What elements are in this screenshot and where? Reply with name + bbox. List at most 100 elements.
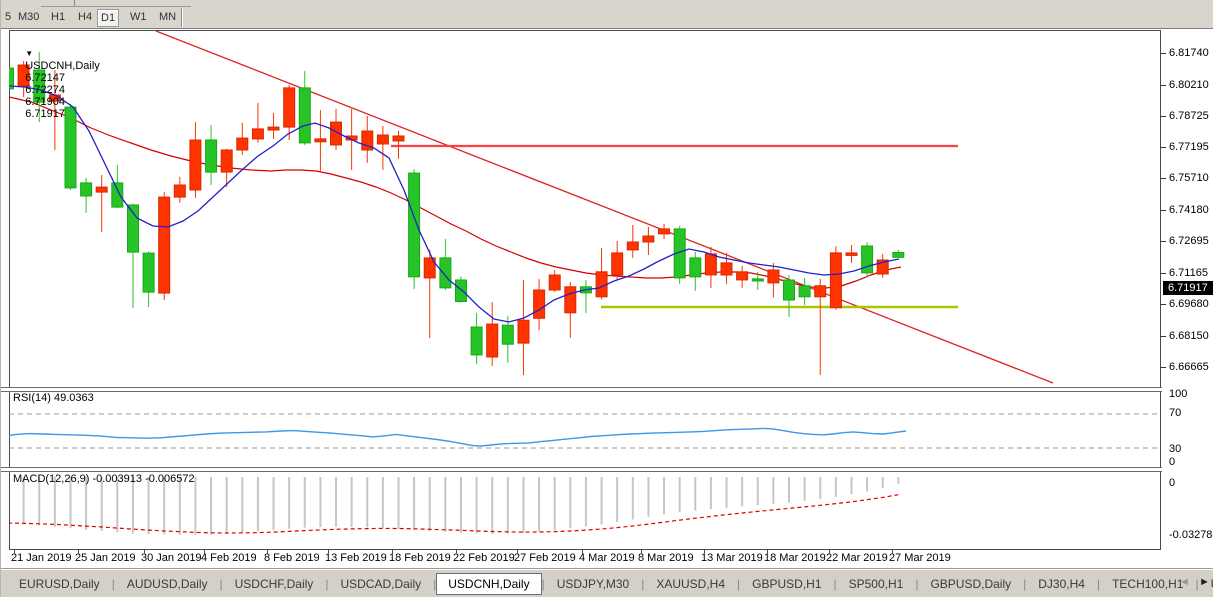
- tab-divider: |: [111, 576, 115, 591]
- tab-divider: |: [541, 576, 545, 591]
- timeframe-button-m30[interactable]: M30: [18, 11, 40, 23]
- candle: [876, 253, 889, 278]
- axis-tick: [1161, 272, 1166, 274]
- timeframe-button-mn[interactable]: MN: [159, 11, 177, 23]
- date-axis: 21 Jan 2019 25 Jan 2019 30 Jan 2019 4 Feb 2…: [1, 550, 1213, 568]
- chart-tab-usdcnh-daily[interactable]: USDCNH,Daily: [436, 572, 542, 595]
- candle: [798, 277, 811, 305]
- macd-signal-line: [9, 494, 899, 534]
- date-axis-label: 25 Jan 2019: [75, 552, 136, 564]
- date-axis-label: 22 Mar 2019: [826, 552, 888, 564]
- tab-divider: |: [915, 576, 919, 591]
- date-axis-label: 30 Jan 2019: [141, 552, 202, 564]
- price-axis-label: 6.69680: [1169, 297, 1209, 310]
- macd-label: MACD(12,26,9) -0.003913 -0.006572: [13, 473, 195, 485]
- collapse-triangle-icon[interactable]: ▼: [25, 49, 34, 58]
- tab-divider: |: [1096, 576, 1101, 591]
- candle: [189, 122, 202, 198]
- toolbar-divider: [74, 0, 75, 7]
- indicator-axis-label: 70: [1169, 407, 1182, 419]
- chart-tab-usdjpy-m30[interactable]: USDJPY,M30: [556, 576, 630, 591]
- ohlc-close: 6.71917: [25, 108, 65, 120]
- upper-toolbar-strip: [1, 0, 1213, 7]
- rsi-line: [9, 427, 907, 447]
- date-axis-label: 27 Feb 2019: [514, 552, 576, 564]
- axis-tick: [1161, 210, 1166, 212]
- axis-tick: [1161, 52, 1166, 54]
- axis-tick: [1161, 366, 1166, 368]
- candle: [470, 312, 483, 364]
- chart-tab-audusd-daily[interactable]: AUDUSD,Daily: [126, 576, 208, 591]
- tab-divider: |: [325, 576, 329, 591]
- timeframe-button-d1[interactable]: D1: [97, 9, 120, 27]
- price-axis: 6.71917 6.81740 6.80210 6.78725 6.77195 6.75…: [1161, 31, 1213, 550]
- price-axis-label: 6.75710: [1169, 172, 1209, 185]
- price-axis-label: 6.71165: [1169, 266, 1208, 279]
- rsi-chart[interactable]: [9, 390, 1161, 467]
- chart-tab-usdchf-daily[interactable]: USDCHF,Daily: [234, 576, 314, 591]
- price-axis-label: 6.78725: [1169, 109, 1209, 122]
- panel-separator[interactable]: [1, 387, 1213, 392]
- candle: [236, 122, 249, 155]
- chart-title: ▼ USDCNH,Daily 6.72147 6.72274 6.71904 6…: [13, 36, 103, 132]
- chart-tab-sp500-h1[interactable]: SP500,H1: [848, 576, 904, 591]
- date-axis-label: 22 Feb 2019: [453, 552, 515, 564]
- timeframe-button-5[interactable]: 5: [5, 11, 12, 23]
- tabbar-groove: [1, 568, 1213, 570]
- panel-separator[interactable]: [1, 467, 1213, 472]
- date-axis-label: 8 Feb 2019: [264, 552, 320, 564]
- tab-divider: |: [737, 576, 741, 591]
- axis-tick: [641, 550, 642, 554]
- chart-tab-gbpusd-h1[interactable]: GBPUSD,H1: [752, 576, 822, 591]
- chart-tab-usdcad-daily[interactable]: USDCAD,Daily: [340, 576, 422, 591]
- chart-tab-gbpusd-daily[interactable]: GBPUSD,Daily: [930, 576, 1012, 591]
- candle: [689, 251, 702, 291]
- ohlc-open: 6.72147: [25, 72, 65, 84]
- date-axis-label: 18 Feb 2019: [389, 552, 451, 564]
- candle: [392, 131, 405, 159]
- candle: [814, 278, 827, 375]
- chart-tab-tech100-h1[interactable]: TECH100,H1: [1112, 576, 1184, 591]
- axis-tick: [392, 550, 393, 554]
- axis-tick: [582, 550, 583, 554]
- tab-scroll-right-icon[interactable]: ►: [1199, 576, 1210, 588]
- candle: [111, 165, 124, 209]
- price-axis-label: 6.72695: [1169, 235, 1209, 248]
- price-axis-label: 6.66665: [1169, 360, 1209, 373]
- timeframe-button-w1[interactable]: W1: [130, 11, 147, 23]
- timeframe-button-h4[interactable]: H4: [78, 11, 93, 23]
- ohlc-low: 6.71904: [25, 96, 65, 108]
- tab-divider: |: [833, 576, 837, 591]
- candle: [439, 238, 452, 290]
- date-axis-label: 8 Mar 2019: [638, 552, 694, 564]
- tab-divider: |: [1195, 576, 1199, 591]
- candle: [845, 245, 858, 263]
- chart-tab-xauusd-h4[interactable]: XAUUSD,H4: [656, 576, 726, 591]
- axis-tick: [767, 550, 768, 554]
- tab-scroll-left-icon[interactable]: ◄: [1179, 576, 1190, 588]
- candle: [361, 116, 374, 163]
- candle: [533, 278, 546, 331]
- chart-tab-ukc[interactable]: UKC: [1199, 573, 1213, 595]
- candle: [767, 262, 780, 298]
- axis-tick: [78, 550, 79, 554]
- timeframe-toolbar: 5 M30 H1 H4 D1 W1 MN: [1, 7, 1213, 29]
- candle: [80, 177, 93, 213]
- chart-tab-dj30-h4[interactable]: DJ30,H4: [1038, 576, 1085, 591]
- candle: [736, 265, 749, 288]
- price-axis-label: 6.68150: [1169, 329, 1209, 342]
- candle: [314, 110, 327, 173]
- axis-tick: [1161, 178, 1166, 180]
- rsi-label: RSI(14) 49.0363: [13, 392, 94, 404]
- axis-tick: [1161, 147, 1166, 149]
- price-chart[interactable]: [9, 31, 1161, 387]
- macd-chart[interactable]: [9, 470, 1161, 550]
- price-axis-label: 6.77195: [1169, 141, 1209, 154]
- axis-tick: [456, 550, 457, 554]
- candle: [95, 175, 108, 232]
- candle: [783, 275, 795, 317]
- timeframe-button-h1[interactable]: H1: [51, 11, 66, 23]
- candle: [173, 176, 186, 203]
- date-axis-label: 27 Mar 2019: [889, 552, 951, 564]
- chart-tab-eurusd-daily[interactable]: EURUSD,Daily: [19, 576, 100, 591]
